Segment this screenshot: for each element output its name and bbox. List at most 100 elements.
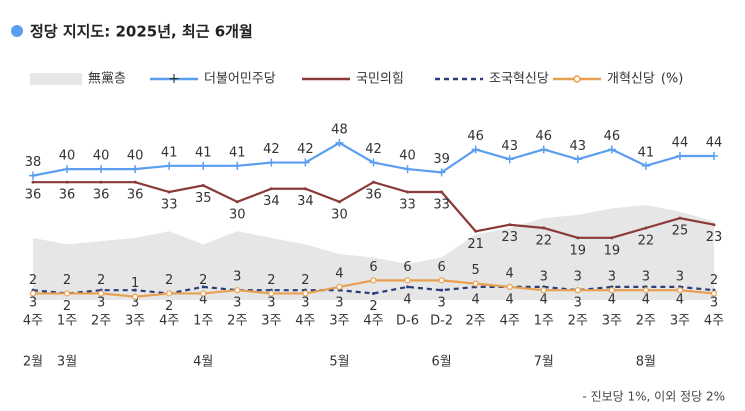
marker <box>675 152 684 160</box>
data-label: 3 <box>29 296 37 311</box>
month-label: 3월 <box>57 355 77 370</box>
data-label: 2 <box>63 299 71 314</box>
data-label: 4 <box>335 266 343 281</box>
data-label: 41 <box>161 145 178 160</box>
month-label: 6월 <box>431 355 451 370</box>
data-label: 43 <box>501 139 518 154</box>
marker <box>63 165 72 174</box>
marker <box>642 287 650 294</box>
data-label: 46 <box>604 129 621 144</box>
month-label: 5월 <box>329 355 349 370</box>
x-tick-label: 4주 <box>295 314 315 329</box>
data-label: 3 <box>335 296 343 311</box>
data-label: 3 <box>540 270 548 285</box>
data-label: 2 <box>267 273 275 288</box>
marker <box>267 158 276 167</box>
data-label: 3 <box>437 296 445 311</box>
marker <box>506 283 513 291</box>
marker <box>404 277 411 284</box>
marker <box>710 152 718 160</box>
marker <box>234 287 241 294</box>
marker <box>301 158 310 167</box>
marker <box>29 290 37 297</box>
data-label: 35 <box>195 191 212 206</box>
marker <box>406 190 410 194</box>
data-label: 36 <box>25 188 42 203</box>
x-tick-label: 2주 <box>227 314 247 329</box>
marker <box>573 155 582 164</box>
marker <box>131 165 140 174</box>
marker <box>471 145 480 154</box>
marker <box>369 158 378 167</box>
marker <box>335 138 344 147</box>
data-label: 3 <box>608 270 616 285</box>
data-label: 4 <box>199 292 207 307</box>
data-label: 41 <box>195 145 212 160</box>
legend-label: 개혁신당 <box>607 72 655 87</box>
data-label: 41 <box>638 145 655 160</box>
data-label: 3 <box>574 270 582 285</box>
data-label: 3 <box>233 270 241 285</box>
legend-marker <box>573 75 581 83</box>
marker <box>607 145 616 154</box>
x-tick-label: D-2 <box>430 314 453 329</box>
data-label: 40 <box>127 149 144 164</box>
data-label: 2 <box>710 273 718 288</box>
data-label: 3 <box>233 296 241 311</box>
data-label: 36 <box>127 188 144 203</box>
marker <box>269 187 273 191</box>
data-label: 3 <box>642 270 650 285</box>
legend-label: 국민의힘 <box>356 72 404 87</box>
x-tick-label: 4주 <box>159 314 179 329</box>
footnote: - 진보당 1%, 이외 정당 2% <box>582 390 725 404</box>
data-label: 19 <box>604 243 621 258</box>
legend-label: 조국혁신당 <box>489 72 549 87</box>
data-label: 36 <box>365 188 382 203</box>
data-label: 6 <box>437 260 445 275</box>
marker <box>336 283 343 291</box>
marker <box>97 290 105 297</box>
x-tick-label: 3주 <box>670 314 690 329</box>
data-label: 22 <box>638 234 655 249</box>
data-label: 33 <box>433 198 450 213</box>
marker <box>608 287 615 294</box>
marker <box>505 155 514 164</box>
data-label: 43 <box>570 139 587 154</box>
data-label: 22 <box>535 234 552 249</box>
data-label: 2 <box>29 273 37 288</box>
marker <box>542 226 546 230</box>
marker <box>712 223 716 227</box>
x-tick-label: 3주 <box>125 314 145 329</box>
x-tick-label: 3주 <box>602 314 622 329</box>
data-label: 40 <box>399 149 416 164</box>
data-label: 42 <box>365 142 382 157</box>
marker <box>641 161 650 170</box>
x-tick-label: 1주 <box>193 314 213 329</box>
data-label: 21 <box>467 237 484 252</box>
data-label: 36 <box>93 188 110 203</box>
data-label: 1 <box>131 276 139 291</box>
data-label: 4 <box>642 292 650 307</box>
marker <box>201 183 205 187</box>
marker <box>303 187 307 191</box>
x-tick-label: 3주 <box>261 314 281 329</box>
data-label: 44 <box>706 136 723 151</box>
marker <box>65 180 69 184</box>
marker <box>644 226 648 230</box>
marker <box>268 290 275 297</box>
marker <box>165 161 174 170</box>
x-tick-label: 1주 <box>534 314 554 329</box>
data-label: 2 <box>301 273 309 288</box>
data-label: 3 <box>301 296 309 311</box>
data-label: 23 <box>706 230 723 245</box>
data-label: 6 <box>369 260 377 275</box>
legend-swatch <box>30 73 82 85</box>
marker <box>438 277 445 284</box>
data-label: 3 <box>267 296 275 311</box>
unit-label: (%) <box>661 72 684 87</box>
marker <box>539 145 548 154</box>
marker <box>132 293 139 300</box>
marker <box>474 229 478 233</box>
data-label: 40 <box>93 149 110 164</box>
